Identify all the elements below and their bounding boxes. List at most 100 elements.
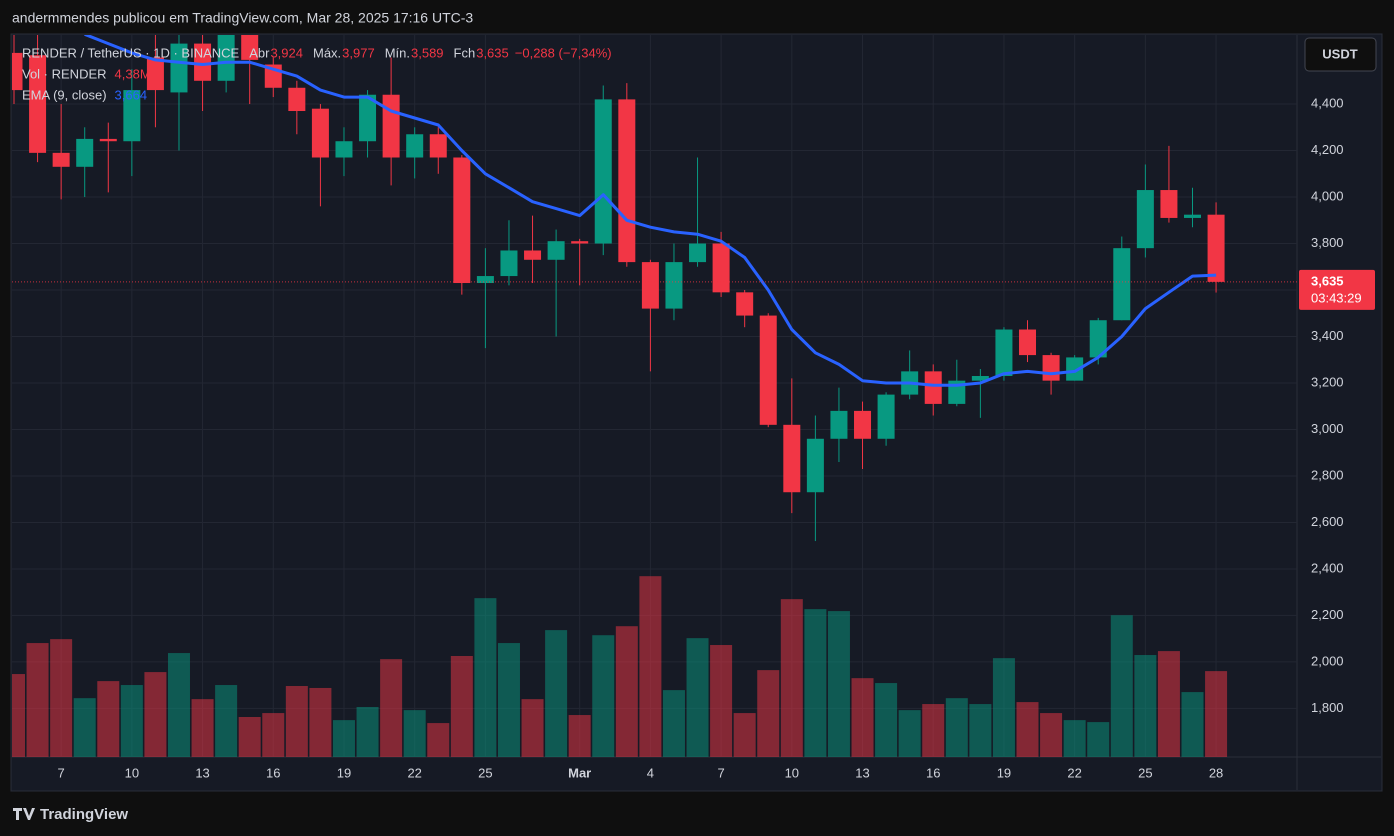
volume-bar: [592, 635, 615, 757]
ohlc-value: 3,635: [476, 45, 509, 60]
candle-body: [759, 315, 777, 425]
candle-body: [641, 262, 659, 309]
x-tick-label: 25: [1138, 765, 1152, 780]
volume-bar: [26, 643, 49, 757]
volume-bar: [309, 687, 332, 757]
candle-body: [29, 55, 47, 153]
volume-bar: [945, 698, 968, 757]
volume-bar: [969, 704, 992, 757]
x-tick-label: Mar: [568, 765, 591, 780]
y-tick-label: 2,200: [1311, 607, 1344, 622]
attribution: andermmendes publicou em TradingView.com…: [12, 10, 473, 26]
volume-legend-value: 4,38M: [115, 66, 151, 81]
candle-body: [877, 394, 895, 439]
volume-bar: [1040, 713, 1063, 757]
candle-body: [1160, 190, 1178, 218]
candle-body: [241, 35, 259, 60]
volume-bar: [1205, 671, 1228, 757]
volume-bar: [474, 598, 497, 757]
ohlc-label: Mín.: [385, 45, 410, 60]
candle-body: [123, 90, 141, 142]
volume-bar: [545, 630, 568, 757]
y-tick-label: 1,800: [1311, 700, 1344, 715]
candle-body: [146, 57, 164, 91]
candle-body: [1113, 248, 1131, 321]
volume-bar: [497, 643, 520, 757]
volume-bar: [568, 715, 591, 757]
ohlc-label: Máx.: [313, 45, 341, 60]
volume-bar: [639, 576, 662, 757]
y-tick-label: 2,400: [1311, 560, 1344, 575]
y-tick-label: 3,200: [1311, 374, 1344, 389]
volume-bar: [356, 706, 379, 757]
volume-bar: [922, 704, 945, 757]
x-tick-label: 25: [478, 765, 492, 780]
currency[interactable]: USDT: [1322, 46, 1357, 61]
volume-bar: [215, 685, 238, 757]
candle-body: [76, 138, 94, 167]
candle-body: [1207, 214, 1225, 282]
change: −0,288 (−7,34%): [515, 45, 612, 60]
ohlc-label: Abr: [249, 45, 270, 60]
candle-body: [1019, 329, 1037, 356]
volume-bar: [332, 720, 355, 757]
volume-bar: [1087, 722, 1110, 757]
brand-logo: [13, 808, 35, 820]
candle-body: [1184, 214, 1201, 218]
candle-body: [689, 243, 707, 263]
candle-body: [476, 276, 494, 284]
volume-bar: [992, 658, 1015, 757]
ohlc-label: Fch: [454, 45, 476, 60]
x-tick-label: 19: [337, 765, 351, 780]
volume-bar: [73, 698, 96, 757]
candle-body: [783, 424, 801, 493]
volume-bar: [380, 659, 403, 757]
ohlc-value: 3,924: [270, 45, 303, 60]
candle-body: [170, 43, 188, 93]
volume-bar: [120, 685, 143, 757]
candle-body: [854, 410, 872, 439]
x-tick-label: 28: [1209, 765, 1223, 780]
price-label-box: [1299, 269, 1375, 310]
countdown: 03:43:29: [1311, 290, 1362, 305]
y-tick-label: 3,400: [1311, 328, 1344, 343]
candle-body: [359, 94, 377, 142]
candle-body: [995, 329, 1013, 377]
candle-body: [594, 99, 612, 244]
candle-body: [382, 94, 400, 158]
brand: TradingView: [40, 806, 128, 823]
candle-body: [571, 241, 589, 244]
x-tick-label: 13: [855, 765, 869, 780]
x-tick-label: 10: [125, 765, 139, 780]
y-tick-label: 3,000: [1311, 421, 1344, 436]
volume-legend-name: Vol · RENDER: [22, 66, 107, 81]
x-tick-label: 10: [785, 765, 799, 780]
candles: [12, 35, 1225, 542]
x-tick-label: 7: [717, 765, 724, 780]
candle-body: [971, 376, 989, 381]
candle-body: [665, 262, 683, 309]
volume-bar: [898, 710, 921, 757]
volume-bar: [191, 699, 214, 757]
volume: [12, 576, 1228, 757]
ohlc-value: 3,977: [342, 45, 375, 60]
volume-bar: [851, 678, 874, 757]
y-tick-label: 2,600: [1311, 514, 1344, 529]
candle-body: [406, 134, 424, 158]
y-tick-label: 3,800: [1311, 235, 1344, 250]
x-tick-label: 13: [195, 765, 209, 780]
candle-body: [217, 35, 235, 81]
volume-bar: [1181, 692, 1204, 757]
volume-bar: [97, 681, 120, 757]
volume-bar: [827, 611, 850, 757]
volume-bar: [144, 672, 167, 757]
x-tick-label: 19: [997, 765, 1011, 780]
candle-body: [547, 241, 565, 260]
price-label: 3,635: [1311, 273, 1344, 288]
candle-body: [524, 250, 542, 260]
candle-body: [194, 43, 212, 81]
volume-bar: [262, 713, 285, 757]
y-tick-label: 4,000: [1311, 188, 1344, 203]
currency-button[interactable]: [1304, 37, 1377, 72]
